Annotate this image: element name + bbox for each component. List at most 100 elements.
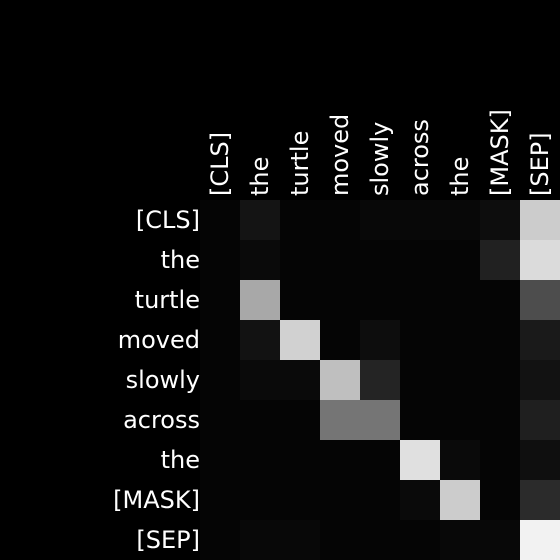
x-tick-label-8: [SEP] (526, 132, 554, 196)
heatmap-cell-r1-c5 (400, 240, 440, 280)
heatmap-cell-r0-c3 (320, 200, 360, 240)
heatmap-cell-r5-c1 (240, 400, 280, 440)
heatmap-cell-r2-c8 (520, 280, 560, 320)
y-tick-label-4: slowly (126, 366, 200, 394)
y-tick-label-8: [SEP] (136, 526, 200, 554)
heatmap-cell-r4-c6 (440, 360, 480, 400)
heatmap-cell-r2-c1 (240, 280, 280, 320)
heatmap-cell-r5-c0 (200, 400, 240, 440)
heatmap-cell-r0-c7 (480, 200, 520, 240)
heatmap-cell-r5-c6 (440, 400, 480, 440)
x-tick-label-6: the (446, 157, 474, 196)
heatmap-cell-r4-c8 (520, 360, 560, 400)
heatmap-cell-r2-c0 (200, 280, 240, 320)
heatmap-cells (200, 200, 560, 560)
heatmap-cell-r5-c5 (400, 400, 440, 440)
y-tick-label-2: turtle (135, 286, 200, 314)
heatmap-cell-r2-c4 (360, 280, 400, 320)
heatmap-cell-r1-c2 (280, 240, 320, 280)
heatmap-cell-r1-c4 (360, 240, 400, 280)
heatmap-cell-r2-c3 (320, 280, 360, 320)
heatmap-cell-r0-c0 (200, 200, 240, 240)
heatmap-cell-r7-c5 (400, 480, 440, 520)
heatmap-cell-r8-c7 (480, 520, 520, 560)
heatmap-cell-r3-c4 (360, 320, 400, 360)
heatmap-cell-r3-c2 (280, 320, 320, 360)
heatmap-cell-r6-c5 (400, 440, 440, 480)
heatmap-cell-r7-c6 (440, 480, 480, 520)
heatmap-cell-r5-c2 (280, 400, 320, 440)
heatmap-cell-r0-c4 (360, 200, 400, 240)
heatmap-cell-r4-c0 (200, 360, 240, 400)
heatmap-cell-r6-c4 (360, 440, 400, 480)
heatmap-cell-r1-c8 (520, 240, 560, 280)
heatmap-cell-r4-c1 (240, 360, 280, 400)
heatmap-cell-r1-c7 (480, 240, 520, 280)
heatmap-cell-r0-c8 (520, 200, 560, 240)
heatmap-cell-r4-c4 (360, 360, 400, 400)
heatmap-cell-r7-c1 (240, 480, 280, 520)
heatmap-cell-r6-c2 (280, 440, 320, 480)
heatmap-cell-r7-c8 (520, 480, 560, 520)
x-tick-label-5: across (406, 119, 434, 196)
heatmap-cell-r8-c6 (440, 520, 480, 560)
heatmap-cell-r1-c3 (320, 240, 360, 280)
heatmap-cell-r7-c4 (360, 480, 400, 520)
heatmap-cell-r6-c3 (320, 440, 360, 480)
heatmap-cell-r5-c8 (520, 400, 560, 440)
heatmap-cell-r8-c1 (240, 520, 280, 560)
heatmap-cell-r0-c1 (240, 200, 280, 240)
y-tick-label-0: [CLS] (136, 206, 200, 234)
heatmap-cell-r4-c3 (320, 360, 360, 400)
x-tick-label-0: [CLS] (206, 132, 234, 196)
heatmap-cell-r6-c1 (240, 440, 280, 480)
heatmap-cell-r8-c2 (280, 520, 320, 560)
heatmap-cell-r7-c7 (480, 480, 520, 520)
x-tick-label-7: [MASK] (486, 109, 514, 196)
heatmap-cell-r6-c6 (440, 440, 480, 480)
heatmap-cell-r4-c7 (480, 360, 520, 400)
x-tick-label-4: slowly (366, 122, 394, 196)
heatmap-cell-r2-c7 (480, 280, 520, 320)
heatmap-cell-r8-c8 (520, 520, 560, 560)
y-tick-label-3: moved (118, 326, 200, 354)
heatmap-cell-r1-c6 (440, 240, 480, 280)
heatmap-cell-r6-c0 (200, 440, 240, 480)
heatmap-cell-r7-c3 (320, 480, 360, 520)
y-tick-label-1: the (161, 246, 200, 274)
x-tick-label-3: moved (326, 114, 354, 196)
heatmap-cell-r1-c1 (240, 240, 280, 280)
heatmap-cell-r5-c7 (480, 400, 520, 440)
heatmap-cell-r3-c3 (320, 320, 360, 360)
y-axis-labels: [CLS] the turtle moved slowly across the [MASK]… (113, 206, 200, 554)
heatmap-cell-r8-c3 (320, 520, 360, 560)
x-tick-label-2: turtle (286, 131, 314, 196)
heatmap-cell-r8-c4 (360, 520, 400, 560)
heatmap-cell-r5-c3 (320, 400, 360, 440)
heatmap-cell-r3-c0 (200, 320, 240, 360)
heatmap-cell-r5-c4 (360, 400, 400, 440)
heatmap-cell-r7-c0 (200, 480, 240, 520)
heatmap-cell-r2-c5 (400, 280, 440, 320)
heatmap-cell-r4-c2 (280, 360, 320, 400)
heatmap-cell-r2-c2 (280, 280, 320, 320)
y-tick-label-6: the (161, 446, 200, 474)
x-axis-labels: [CLS] the turtle moved slowly across the [MASK]… (206, 109, 554, 196)
heatmap-cell-r3-c5 (400, 320, 440, 360)
y-tick-label-7: [MASK] (113, 486, 200, 514)
heatmap-cell-r8-c5 (400, 520, 440, 560)
heatmap-cell-r7-c2 (280, 480, 320, 520)
heatmap-cell-r1-c0 (200, 240, 240, 280)
heatmap-cell-r3-c7 (480, 320, 520, 360)
y-tick-label-5: across (123, 406, 200, 434)
heatmap-cell-r0-c5 (400, 200, 440, 240)
heatmap-cell-r3-c6 (440, 320, 480, 360)
heatmap-cell-r6-c7 (480, 440, 520, 480)
heatmap-cell-r3-c1 (240, 320, 280, 360)
heatmap-cell-r0-c2 (280, 200, 320, 240)
heatmap-cell-r8-c0 (200, 520, 240, 560)
heatmap-cell-r0-c6 (440, 200, 480, 240)
heatmap-cell-r4-c5 (400, 360, 440, 400)
